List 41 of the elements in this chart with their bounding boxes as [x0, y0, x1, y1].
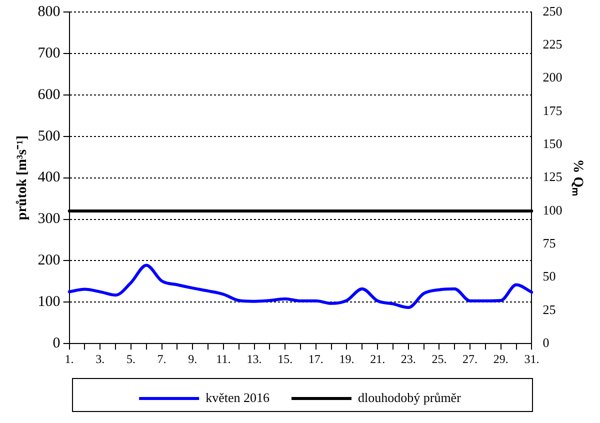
legend-label: květen 2016	[206, 390, 270, 405]
y-tick-label: 700	[38, 45, 60, 62]
y2-tick-label: 250	[542, 3, 562, 18]
y2-tick-label: 225	[542, 36, 562, 52]
y2-tick-label: 0	[542, 335, 550, 350]
x-tick-label: 5.	[126, 352, 136, 366]
y2-tick-label: 200	[542, 70, 562, 85]
x-tick-label: 7.	[157, 352, 166, 366]
x-tick-label: 9.	[188, 352, 198, 366]
x-tick-label: 29.	[493, 352, 508, 366]
x-tick-label: 25.	[432, 352, 447, 366]
y2-axis-title: % Qₘ	[570, 159, 585, 196]
y2-tick-label: 75	[542, 236, 556, 251]
y-tick-label: 500	[38, 128, 60, 144]
x-tick-label: 1.	[64, 352, 74, 366]
x-tick-label: 13.	[246, 352, 262, 366]
y2-tick-label: 50	[542, 268, 556, 284]
y2-tick-label: 100	[542, 202, 562, 218]
y-tick-label: 100	[38, 294, 60, 310]
y-axis-title: průtok [m³s⁻¹]	[15, 136, 30, 220]
y2-tick-label: 125	[542, 169, 562, 184]
x-tick-label: 31.	[524, 352, 540, 366]
x-tick-label: 21.	[370, 352, 386, 366]
y-tick-label: 0	[52, 336, 60, 352]
line-series	[68, 264, 534, 310]
x-tick-label: 27.	[462, 352, 478, 366]
y-tick-label: 600	[38, 86, 60, 103]
y2-tick-label: 25	[542, 302, 556, 317]
y2-tick-label: 175	[542, 102, 562, 118]
x-tick-label: 11.	[216, 352, 231, 366]
y-tick-label: 800	[38, 4, 60, 20]
x-tick-label: 17.	[308, 352, 324, 366]
legend-label: dlouhodobý průměr	[358, 390, 462, 405]
x-tick-label: 15.	[278, 352, 293, 366]
y-tick-label: 400	[38, 170, 60, 186]
x-tick-label: 3.	[96, 352, 105, 366]
x-tick-label: 19.	[339, 352, 354, 366]
x-tick-label: 23.	[400, 352, 416, 366]
y-tick-label: 300	[38, 211, 60, 228]
y-tick-label: 200	[38, 252, 60, 269]
y2-tick-label: 150	[542, 136, 562, 152]
